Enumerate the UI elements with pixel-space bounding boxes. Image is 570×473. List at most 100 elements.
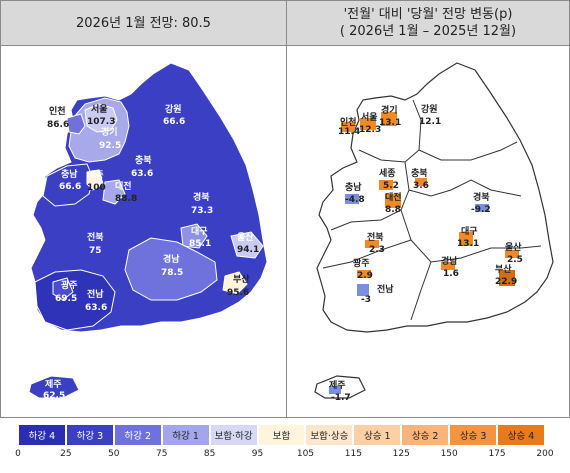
left-label-incheon-name: 인천 — [49, 106, 66, 117]
bar-daejeon — [385, 194, 401, 208]
left-label-gangwon-value: 66.6 — [163, 117, 185, 127]
left-label-chungbuk-value: 63.6 — [131, 169, 153, 179]
bar-daegu — [459, 232, 473, 246]
legend-tick: 25 — [60, 449, 72, 459]
legend-tick: 200 — [536, 449, 554, 459]
right-label-gyeongbuk-value: -9.2 — [471, 205, 491, 215]
left-label-jeonnam-value: 63.6 — [85, 303, 107, 313]
left-label-chungnam-name: 충남 — [61, 168, 78, 180]
left-label-gyeongnam-value: 78.5 — [161, 268, 183, 278]
left-label-gwangju-name: 광주 — [61, 279, 78, 291]
legend-tick: 125 — [392, 449, 410, 459]
right-label-busan-name: 부산 — [495, 263, 512, 275]
legend-item: 상승 3 — [449, 424, 498, 446]
right-label-incheon-name: 인천 — [340, 117, 357, 128]
right-label-jeju-name: 제주 — [329, 379, 346, 391]
left-label-jeju-name: 제주 — [45, 378, 62, 390]
left-region-seoul — [84, 103, 118, 133]
right-panel-title-line1: '전월' 대비 '당월' 전망 변동(p) — [343, 7, 513, 22]
bar-gwangju — [357, 270, 371, 278]
left-label-sejong-value: 100 — [87, 183, 106, 193]
left-region-sejong — [86, 169, 104, 191]
right-panel-header: '전월' 대비 '당월' 전망 변동(p) ( 2026년 1월 – 2025년… — [286, 0, 570, 46]
left-label-busan-name: 부산 — [233, 273, 250, 285]
legend-tick: 95 — [251, 449, 264, 459]
legend-tick: 175 — [488, 449, 506, 459]
right-label-chungnam-value: -4.8 — [345, 195, 365, 205]
right-label-gyeongbuk-name: 경북 — [473, 191, 490, 203]
right-label-daegu-value: 13.1 — [457, 239, 479, 249]
left-region-daegu — [180, 223, 208, 249]
left-region-chungnam — [42, 163, 94, 207]
legend-tick: 115 — [344, 449, 362, 459]
left-label-chungnam-value: 66.6 — [59, 182, 81, 192]
bar-gyeonggi — [381, 112, 397, 126]
bar-ulsan — [505, 250, 519, 258]
left-label-incheon-value: 86.6 — [47, 120, 69, 130]
right-label-gangwon-value: 12.1 — [419, 117, 441, 127]
right-label-sejong-name: 세종 — [379, 167, 396, 179]
left-label-gangwon-name: 강원 — [165, 103, 182, 115]
right-label-gyeonggi-name: 경기 — [381, 104, 398, 116]
bar-busan — [499, 270, 515, 286]
left-region-incheon — [66, 113, 86, 135]
right-label-jeonnam-name: 전남 — [377, 283, 394, 295]
bar-jeju — [329, 386, 341, 394]
legend-item: 보합·상승 — [305, 424, 354, 446]
bar-incheon — [341, 122, 355, 132]
right-label-gangwon-name: 강원 — [421, 103, 438, 115]
right-label-jeonbuk-value: 2.3 — [369, 245, 385, 255]
right-label-chungnam-name: 충남 — [345, 181, 362, 193]
bar-chungnam — [345, 194, 359, 204]
legend-tick: 75 — [155, 449, 168, 459]
right-label-gyeonggi-value: 13.1 — [379, 118, 401, 128]
left-label-gyeongnam-name: 경남 — [163, 253, 180, 265]
bar-chungbuk — [415, 178, 427, 186]
legend-item: 하강 2 — [113, 424, 162, 446]
right-map-panel: 인천 11.4 서울 12.3 경기 13.1 강원 12.1 충남 -4.8 … — [286, 46, 570, 418]
left-label-gyeongbuk-value: 73.3 — [191, 206, 213, 216]
left-label-ulsan-name: 울산 — [237, 231, 254, 243]
left-region-ulsan — [230, 231, 264, 259]
right-label-ulsan-name: 울산 — [505, 241, 522, 253]
left-region-busan — [222, 271, 248, 295]
right-label-busan-value: 22.9 — [495, 277, 517, 287]
bar-jeonnam — [357, 284, 369, 296]
left-label-gwangju-value: 69.5 — [55, 294, 77, 304]
left-label-jeju-value: 62.5 — [43, 391, 65, 401]
left-map-panel: 서울 107.3 인천 86.6 경기 92.5 강원 66.6 충북 63.6… — [0, 46, 287, 418]
legend-item: 상승 4 — [497, 424, 545, 446]
left-panel-title: 2026년 1월 전망: 80.5 — [76, 15, 211, 31]
legend-item: 상승 2 — [401, 424, 450, 446]
legend-tick: 150 — [440, 449, 458, 459]
right-label-seoul-name: 서울 — [361, 111, 378, 123]
left-label-sejong-name: 세종 — [87, 169, 104, 181]
left-label-jeonbuk-value: 75 — [89, 246, 102, 256]
left-region-jeju — [28, 375, 80, 399]
left-label-busan-value: 95.6 — [227, 288, 249, 298]
legend-tick: 50 — [108, 449, 120, 459]
legend-item: 하강 4 — [18, 424, 66, 446]
legend-item: 하강 1 — [161, 424, 210, 446]
right-label-ulsan-value: 2.5 — [507, 255, 523, 265]
right-label-sejong-value: 5.2 — [383, 181, 399, 191]
left-label-jeonnam-name: 전남 — [87, 288, 104, 300]
legend-tick: 0 — [15, 449, 21, 459]
right-label-gyeongnam-name: 경남 — [441, 255, 458, 267]
right-panel-title-line2: ( 2026년 1월 – 2025년 12월) — [339, 24, 517, 39]
left-label-daegu-name: 대구 — [191, 225, 208, 237]
right-mainland-outline — [316, 62, 554, 333]
left-map-svg: 서울 107.3 인천 86.6 경기 92.5 강원 66.6 충북 63.6… — [28, 62, 268, 401]
right-label-daejeon-value: 8.8 — [385, 205, 401, 215]
right-label-chungbuk-name: 충북 — [411, 167, 428, 179]
legend-tick: 105 — [296, 449, 315, 459]
legend-item: 보합 — [257, 424, 306, 446]
legend-item: 상승 1 — [353, 424, 402, 446]
legend-item: 보합·하강 — [209, 424, 258, 446]
left-label-seoul-value: 107.3 — [87, 117, 115, 127]
left-label-daejeon-value: 88.8 — [115, 194, 137, 204]
left-label-gyeonggi-name: 경기 — [101, 126, 118, 138]
bar-sejong — [379, 180, 393, 190]
right-label-gyeongnam-value: 1.6 — [443, 269, 459, 279]
legend-item: 하강 3 — [65, 424, 114, 446]
